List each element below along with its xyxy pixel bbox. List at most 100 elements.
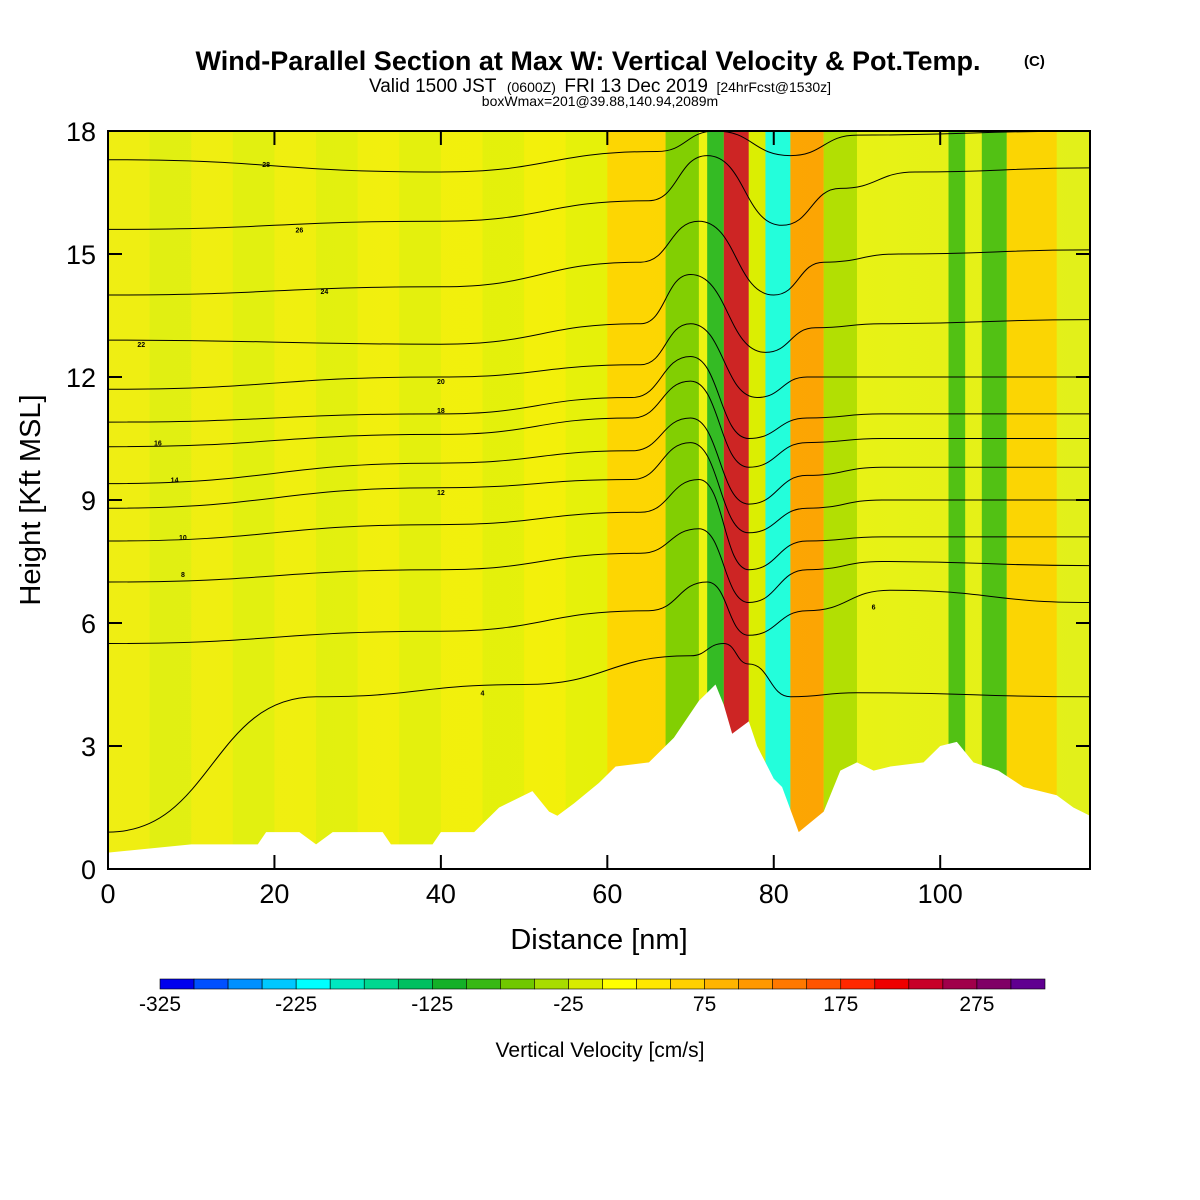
- w-band-5: [748, 131, 766, 869]
- w-band-0-10: [524, 131, 566, 869]
- theta-contour-16: [108, 380, 1090, 468]
- colorbar-swatch-25: [1010, 978, 1046, 990]
- x-tick-label-20: 20: [259, 879, 289, 909]
- theta-contour-label-4: 4: [481, 691, 485, 698]
- w-band-6: [765, 131, 791, 869]
- colorbar-swatch-21: [874, 978, 910, 990]
- colorbar-swatch-7: [397, 978, 433, 990]
- colorbar-swatch-11: [534, 978, 569, 990]
- theta-contour-12: [108, 442, 1090, 534]
- colorbar-swatch-10: [500, 978, 535, 990]
- colorbar-swatch-3: [261, 978, 297, 990]
- theta-contour-28: [108, 131, 1090, 173]
- x-tick-label-0: 0: [100, 879, 115, 909]
- w-band-0-7: [399, 131, 441, 869]
- colorbar-swatch-6: [363, 978, 399, 990]
- w-band-1: [607, 131, 666, 869]
- subtitle-box-wmax: boxWmax=201@39.88,140.94,2089m: [482, 93, 718, 109]
- w-band-0-8: [440, 131, 483, 869]
- w-band-3: [707, 131, 724, 869]
- colorbar-tick-label--125: -125: [411, 993, 453, 1016]
- theta-contour-label-8: 8: [181, 572, 185, 579]
- colorbar-label: Vertical Velocity [cm/s]: [496, 1039, 705, 1062]
- x-axis-label: Distance [nm]: [510, 924, 687, 956]
- subtitle-valid: Valid 1500 JST: [369, 76, 497, 97]
- w-band-0-6: [357, 131, 400, 869]
- colorbar-swatch-22: [908, 978, 944, 990]
- x-axis: 0 20 40 60 80 100: [100, 131, 963, 909]
- vertical-velocity-field: [108, 131, 1057, 869]
- theta-contour-4: [108, 642, 1090, 833]
- colorbar-ticks: -325 -225 -125 -25 75 175 275: [139, 993, 994, 1016]
- y-tick-label-6: 6: [81, 609, 96, 639]
- theta-contour-22: [108, 273, 1090, 353]
- colorbar-tick-label--25: -25: [553, 993, 583, 1016]
- theta-contour-10: [108, 478, 1090, 571]
- theta-contour-label-24: 24: [320, 289, 328, 296]
- colorbar-swatch-9: [466, 978, 501, 990]
- y-tick-label-9: 9: [81, 486, 96, 516]
- colorbar-swatch-1: [193, 978, 229, 990]
- colorbar-swatch-13: [602, 978, 637, 990]
- theta-contour-18: [108, 355, 1090, 440]
- theta-contour-26: [108, 155, 1090, 230]
- colorbar-swatch-18: [772, 978, 808, 990]
- colorbar-swatch-12: [568, 978, 603, 990]
- x-tick-label-60: 60: [592, 879, 622, 909]
- y-tick-label-12: 12: [66, 363, 96, 393]
- colorbar-tick-label--225: -225: [275, 993, 317, 1016]
- colorbar-swatch-2: [227, 978, 263, 990]
- colorbar-tick-label-75: 75: [693, 993, 716, 1016]
- colorbar-swatch-15: [670, 978, 705, 990]
- y-tick-label-15: 15: [66, 240, 96, 270]
- x-tick-label-80: 80: [759, 879, 789, 909]
- colorbar-tick-label-175: 175: [823, 993, 858, 1016]
- theta-contour-label-28: 28: [262, 162, 270, 169]
- y-tick-label-0: 0: [81, 855, 96, 885]
- theta-contour-label-20: 20: [437, 379, 445, 386]
- x-tick-label-40: 40: [426, 879, 456, 909]
- w-band-7: [790, 131, 824, 869]
- chart-subtitle: Valid 1500 JST (0600Z) FRI 13 Dec 2019 […: [369, 76, 831, 97]
- theta-contour-24: [108, 220, 1090, 296]
- theta-contour-label-22: 22: [137, 342, 145, 349]
- colorbar-swatch-17: [738, 978, 773, 990]
- colorbar-swatch-23: [942, 978, 978, 990]
- w-band-0-9: [482, 131, 525, 869]
- w-band-0-1: [149, 131, 192, 869]
- y-axis-label: Height [Kft MSL]: [15, 394, 47, 605]
- colorbar-swatch-14: [636, 978, 671, 990]
- potential-temperature-contours: 4 6 8 10 12 14 16 18 20 22 24 26 28: [108, 131, 1090, 833]
- colorbar-swatch-4: [295, 978, 331, 990]
- w-band-0-2: [191, 131, 233, 869]
- subtitle-date: FRI 13 Dec 2019: [564, 76, 708, 97]
- colorbar-swatch-19: [806, 978, 842, 990]
- w-band-0-5: [316, 131, 358, 869]
- theta-contour-label-14: 14: [171, 478, 179, 485]
- plot-area: 4 6 8 10 12 14 16 18 20 22 24 26 28: [108, 131, 1090, 869]
- terrain-mask: [108, 684, 1090, 869]
- theta-contour-label-12: 12: [437, 490, 445, 497]
- y-axis: 0 3 6 9 12 15 18: [66, 117, 1090, 885]
- theta-contour-14: [108, 417, 1090, 505]
- y-tick-label-3: 3: [81, 732, 96, 762]
- theta-contour-label-26: 26: [296, 227, 304, 234]
- theta-contour-8: [108, 528, 1090, 604]
- x-tick-label-100: 100: [918, 879, 963, 909]
- theta-contour-20: [108, 323, 1090, 399]
- colorbar-swatch-8: [432, 978, 467, 990]
- theta-contour-6: [108, 581, 1090, 644]
- colorbar-swatch-5: [329, 978, 365, 990]
- theta-contour-label-10: 10: [179, 535, 187, 542]
- colorbar-swatch-16: [704, 978, 739, 990]
- theta-contour-label-6: 6: [872, 605, 876, 612]
- chart-title: Wind-Parallel Section at Max W: Vertical…: [196, 46, 981, 76]
- colorbar-tick-label--325: -325: [139, 993, 181, 1016]
- colorbar-swatch-24: [976, 978, 1012, 990]
- subtitle-forecast: [24hrFcst@1530z]: [716, 79, 831, 95]
- w-band-8: [823, 131, 857, 869]
- theta-contour-label-16: 16: [154, 441, 162, 448]
- subtitle-zulu: (0600Z): [507, 79, 556, 95]
- w-band-0-4: [274, 131, 317, 869]
